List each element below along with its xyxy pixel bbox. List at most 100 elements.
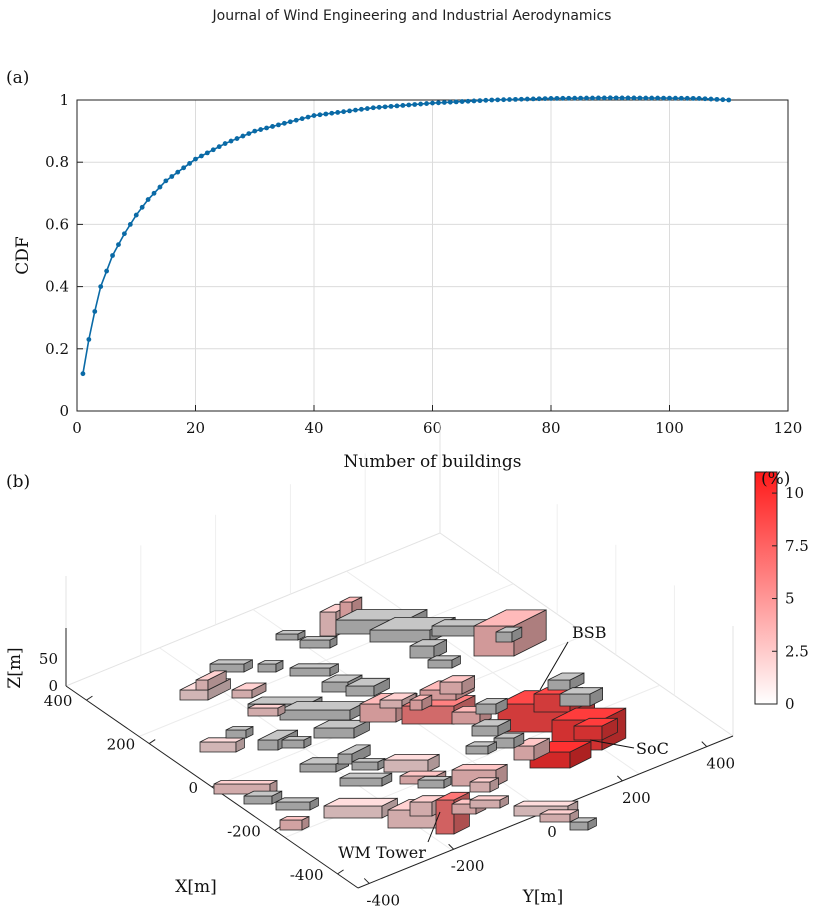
building-face: [225, 729, 247, 739]
building-roof: [409, 694, 432, 701]
building-face: [321, 681, 349, 693]
cdf-data-point: [406, 102, 412, 108]
building: [281, 735, 312, 749]
building: [493, 732, 525, 749]
building-roof: [559, 687, 603, 695]
building: [475, 697, 508, 715]
cdf-data-point: [430, 100, 435, 106]
building-roof: [399, 770, 446, 777]
building-face: [409, 645, 435, 659]
building-face: [339, 777, 383, 787]
panel-a-label: (a): [6, 68, 30, 88]
cdf-data-point: [335, 110, 341, 115]
x-tick-label: -400: [290, 866, 324, 884]
building-face: [513, 745, 535, 761]
building-face: [345, 685, 375, 697]
building-roof: [495, 626, 522, 633]
building-roof: [409, 639, 447, 647]
building-face: [417, 779, 445, 789]
building: [195, 670, 227, 691]
cdf-data-point: [507, 97, 512, 102]
building: [513, 737, 550, 761]
cdf-data-point: [560, 95, 566, 101]
building-face: [471, 725, 499, 737]
building-face: [257, 663, 277, 673]
y-tick-label: -200: [451, 857, 485, 875]
y-tick-label: 200: [622, 789, 651, 807]
cdf-data-point: [353, 107, 358, 113]
cdf-data-point: [714, 96, 720, 102]
cdf-data-point: [590, 95, 595, 101]
y-tick-label: 0.8: [45, 153, 69, 171]
cdf-data-point: [572, 95, 578, 101]
cdf-data-point: [643, 95, 649, 101]
building-roof: [345, 677, 390, 687]
cdf-data-point: [145, 197, 151, 202]
annotation-wm-tower: WM Tower: [338, 843, 426, 862]
building: [351, 757, 386, 771]
cdf-data-point: [116, 242, 121, 248]
building-roof: [339, 596, 362, 603]
building-roof: [471, 719, 511, 727]
building-roof: [257, 729, 298, 741]
z-tick-label: 50: [39, 650, 58, 668]
cdf-data-point: [578, 95, 584, 101]
building-face: [281, 739, 305, 749]
building-roof: [513, 737, 550, 747]
cdf-data-point: [495, 97, 501, 103]
building-roof: [379, 692, 417, 701]
building: [323, 797, 398, 819]
building: [279, 815, 310, 831]
building-face: [547, 679, 571, 691]
x-tick-label: 100: [655, 419, 684, 437]
cdf-data-point: [86, 337, 92, 342]
cdf-data-point: [181, 165, 187, 171]
cdf-data-point: [246, 131, 252, 136]
building-roof: [275, 797, 319, 803]
cdf-data-point: [518, 96, 524, 102]
cdf-data-point: [359, 106, 364, 112]
cdf-data-point: [412, 102, 418, 107]
x-tick-label: 80: [541, 419, 560, 437]
building-roof: [247, 704, 286, 709]
building: [573, 717, 618, 741]
building-face: [569, 821, 589, 831]
building: [209, 659, 253, 673]
building-face: [257, 739, 279, 751]
building-roof: [451, 764, 508, 771]
building-roof: [275, 630, 306, 635]
building-roof: [323, 797, 398, 807]
cdf-data-point: [661, 95, 666, 101]
cdf-data-point: [199, 153, 204, 159]
building-face: [313, 727, 355, 739]
building-roof: [195, 670, 227, 681]
building-face: [337, 753, 353, 765]
cdf-data-point: [240, 133, 246, 139]
cdf-data-point: [465, 98, 471, 104]
building-face: [493, 737, 515, 749]
cdf-data-point: [584, 95, 589, 101]
cdf-data-point: [210, 147, 216, 153]
cdf-data-point: [370, 105, 376, 111]
x-tick-label: 40: [304, 419, 323, 437]
y-tick-label: 0.6: [45, 215, 69, 233]
cdf-data-point: [453, 99, 459, 105]
cdf-data-point: [382, 104, 388, 110]
cdf-data-point: [436, 100, 441, 106]
building-face: [195, 679, 209, 691]
cdf-data-point: [649, 95, 655, 101]
y-tick-mark: [617, 775, 623, 782]
building: [231, 682, 267, 699]
building: [495, 626, 523, 643]
cdf-data-point: [293, 117, 299, 123]
building-face: [465, 745, 489, 755]
annotation-soc: SoC: [636, 739, 669, 758]
building-roof: [417, 776, 452, 781]
cdf-data-point: [252, 128, 258, 134]
building-roof: [539, 809, 579, 815]
cdf-data-point: [323, 111, 329, 117]
building-roof: [209, 659, 253, 665]
building-roof: [493, 732, 524, 739]
cdf-data-point: [596, 95, 601, 101]
